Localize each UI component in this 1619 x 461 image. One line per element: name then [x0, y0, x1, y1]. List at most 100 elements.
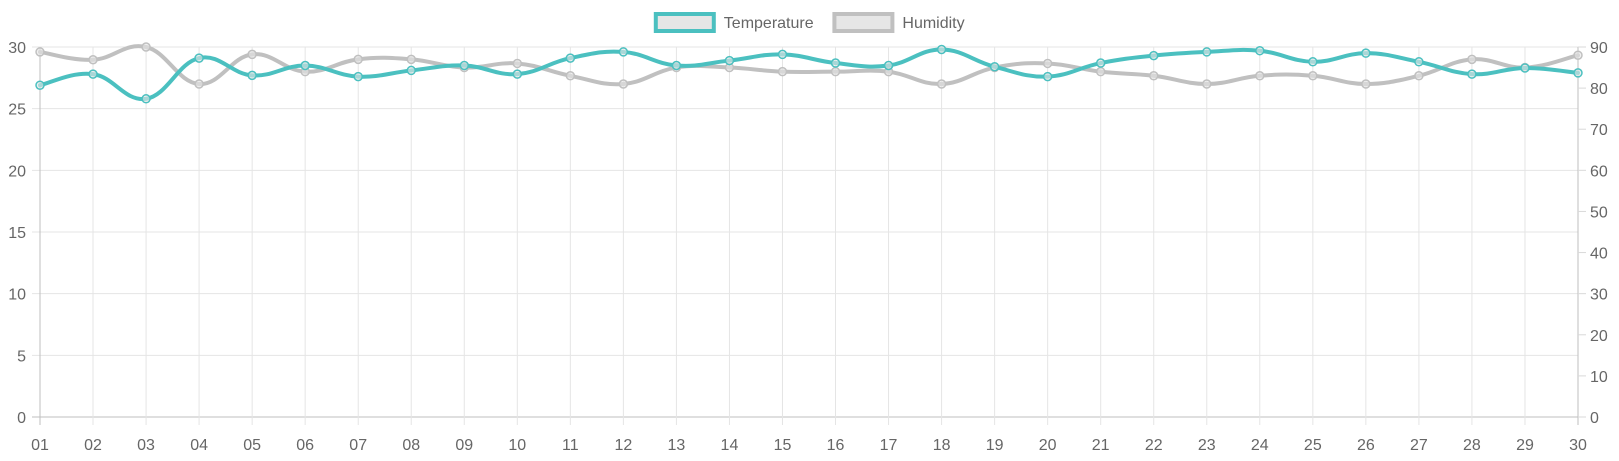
- humidity-point[interactable]: [1361, 79, 1371, 89]
- temperature-point[interactable]: [777, 49, 788, 60]
- x-tick-label: 25: [1304, 437, 1322, 454]
- x-tick-label: 22: [1145, 437, 1163, 454]
- humidity-point[interactable]: [1255, 71, 1265, 81]
- humidity-line: [38, 44, 1580, 87]
- x-tick-label: 01: [31, 437, 49, 454]
- temperature-point[interactable]: [1148, 50, 1159, 61]
- temperature-point[interactable]: [724, 55, 735, 66]
- temperature-point[interactable]: [830, 58, 841, 68]
- temperature-point[interactable]: [1202, 47, 1212, 57]
- x-tick-label: 07: [349, 437, 367, 454]
- temperature-point[interactable]: [406, 65, 416, 76]
- temperature-point[interactable]: [883, 60, 894, 71]
- x-tick-label: 24: [1251, 437, 1269, 454]
- humidity-point[interactable]: [830, 66, 841, 77]
- temperature-point[interactable]: [989, 61, 1000, 72]
- temperature-point[interactable]: [1308, 57, 1318, 67]
- humidity-point[interactable]: [618, 79, 629, 89]
- x-tick-label: 23: [1198, 437, 1216, 454]
- temperature-point[interactable]: [1255, 45, 1265, 56]
- x-tick-label: 09: [455, 437, 473, 454]
- temperature-point[interactable]: [618, 47, 629, 57]
- temperature-point[interactable]: [1361, 48, 1371, 58]
- humidity-point[interactable]: [936, 79, 947, 89]
- humidity-point[interactable]: [353, 54, 363, 65]
- x-tick-label: 28: [1463, 437, 1481, 454]
- temperature-point[interactable]: [512, 69, 523, 79]
- humidity-point[interactable]: [1414, 71, 1424, 81]
- x-tick-label: 16: [827, 437, 845, 454]
- series-lines: [35, 42, 1583, 104]
- x-tick-label: 20: [1039, 437, 1057, 454]
- y-right-tick-label: 40: [1590, 246, 1608, 263]
- temperature-point[interactable]: [459, 60, 470, 71]
- temperature-point[interactable]: [1520, 63, 1530, 73]
- humidity-point[interactable]: [35, 47, 45, 57]
- x-tick-label: 17: [880, 437, 898, 454]
- x-tick-label: 12: [614, 437, 632, 454]
- x-tick-label: 05: [243, 437, 261, 454]
- temperature-point[interactable]: [141, 94, 151, 104]
- x-tick-label: 08: [402, 437, 420, 454]
- x-tick-label: 30: [1569, 437, 1587, 454]
- y-left-tick-label: 10: [8, 287, 26, 304]
- temperature-point[interactable]: [1467, 69, 1477, 79]
- humidity-point[interactable]: [1202, 79, 1212, 89]
- temperature-point[interactable]: [353, 71, 363, 82]
- temperature-point[interactable]: [1573, 68, 1583, 78]
- temperature-point[interactable]: [671, 60, 682, 71]
- humidity-point[interactable]: [247, 49, 257, 60]
- humidity-point[interactable]: [512, 58, 523, 69]
- y-left-tick-label: 30: [8, 40, 26, 57]
- temperature-point[interactable]: [1414, 57, 1424, 67]
- y-right-tick-label: 0: [1590, 410, 1599, 427]
- temperature-point[interactable]: [1095, 58, 1106, 68]
- y-left-tick-label: 15: [8, 225, 26, 242]
- humidity-point[interactable]: [1095, 66, 1106, 77]
- temperature-point[interactable]: [300, 60, 310, 71]
- x-tick-label: 27: [1410, 437, 1428, 454]
- y-right-tick-label: 30: [1590, 287, 1608, 304]
- x-tick-label: 14: [721, 437, 739, 454]
- humidity-point[interactable]: [777, 66, 788, 77]
- x-tick-label: 06: [296, 437, 314, 454]
- legend-label-humidity: Humidity: [902, 15, 964, 32]
- y-right-tick-label: 90: [1590, 40, 1608, 57]
- x-tick-label: 21: [1092, 437, 1110, 454]
- legend-item-humidity[interactable]: Humidity: [832, 12, 965, 33]
- x-tick-label: 04: [190, 437, 208, 454]
- x-tick-label: 13: [668, 437, 686, 454]
- humidity-point[interactable]: [141, 42, 151, 52]
- temperature-point[interactable]: [194, 53, 204, 63]
- y-right-tick-label: 50: [1590, 204, 1608, 221]
- temperature-point[interactable]: [1042, 71, 1053, 82]
- legend[interactable]: Temperature Humidity: [653, 12, 965, 33]
- humidity-point[interactable]: [1308, 71, 1318, 81]
- x-tick-label: 11: [562, 437, 579, 454]
- y-left-tick-label: 0: [17, 410, 26, 427]
- humidity-point[interactable]: [565, 71, 576, 81]
- x-tick-label: 19: [986, 437, 1004, 454]
- legend-item-temperature[interactable]: Temperature: [653, 12, 814, 33]
- humidity-point[interactable]: [406, 54, 416, 65]
- temperature-point[interactable]: [247, 70, 257, 81]
- temperature-point[interactable]: [565, 53, 576, 63]
- humidity-point[interactable]: [1148, 71, 1159, 81]
- x-tick-label: 29: [1516, 437, 1534, 454]
- grid-lines: [32, 46, 1579, 425]
- y-left-tick-label: 25: [8, 102, 26, 119]
- humidity-point[interactable]: [1042, 58, 1053, 69]
- humidity-point[interactable]: [1467, 54, 1477, 65]
- temperature-point[interactable]: [936, 44, 947, 55]
- humidity-point[interactable]: [88, 54, 98, 65]
- x-tick-label: 15: [774, 437, 792, 454]
- humidity-point[interactable]: [194, 79, 204, 89]
- y-left-tick-label: 5: [17, 348, 26, 365]
- legend-swatch-temperature: [653, 12, 716, 33]
- y-right-tick-label: 70: [1590, 122, 1608, 139]
- x-tick-label: 02: [84, 437, 102, 454]
- humidity-point[interactable]: [1573, 50, 1583, 60]
- temperature-point[interactable]: [35, 80, 45, 90]
- temperature-point[interactable]: [88, 69, 98, 79]
